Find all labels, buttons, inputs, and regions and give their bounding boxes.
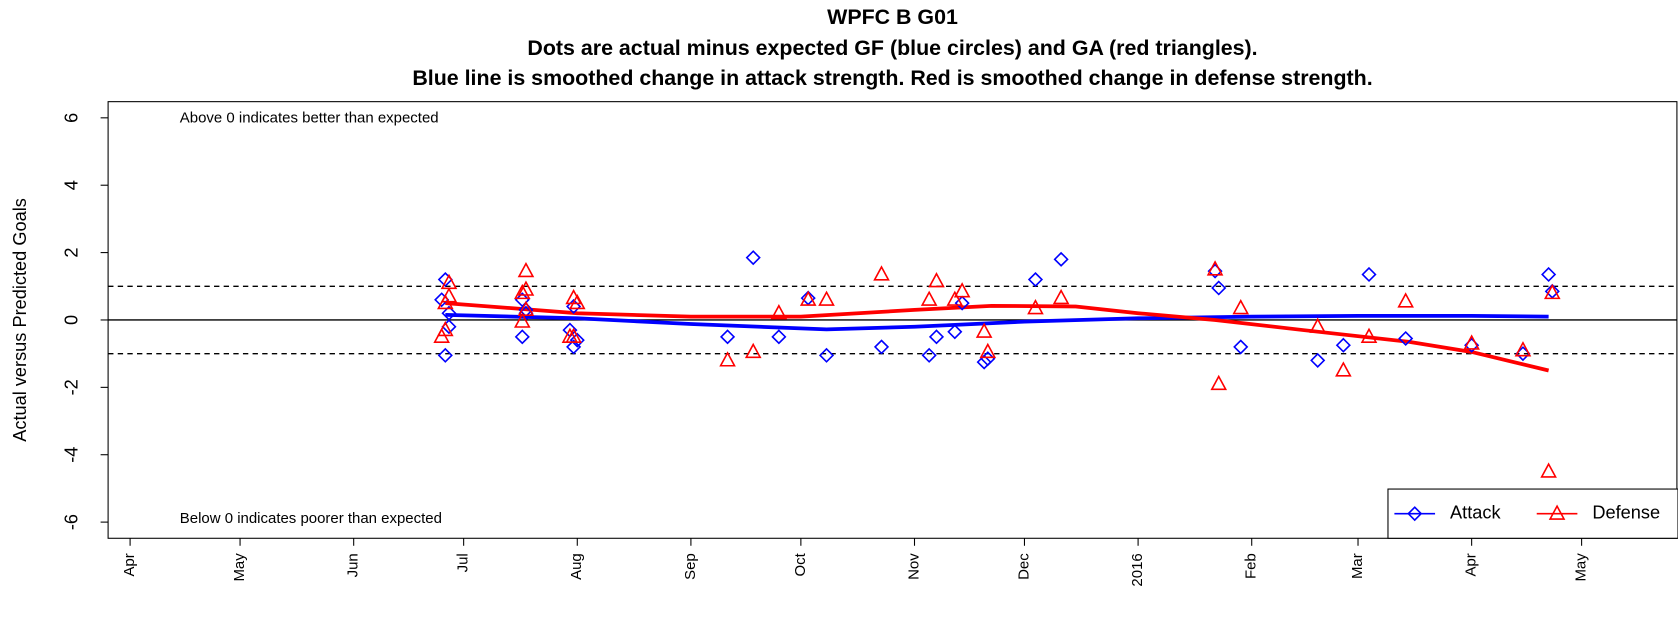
triangle-point: [719, 351, 736, 367]
y-tick-label: 0: [62, 315, 82, 325]
triangle-point: [1514, 341, 1532, 357]
triangle-point: [873, 265, 890, 281]
triangle-point: [517, 280, 535, 296]
diamond-point: [1310, 352, 1326, 368]
legend-label: Attack: [1450, 502, 1501, 522]
diamond-point: [954, 295, 970, 311]
triangle-point: [1210, 374, 1228, 391]
x-tick-label: Apr: [1463, 553, 1480, 576]
chart-subtitle: Dots are actual minus expected GF (blue …: [527, 36, 1257, 60]
x-tick-label: Oct: [792, 552, 809, 576]
triangle-point: [437, 293, 454, 310]
diamond-point: [976, 354, 992, 370]
triangle-point: [946, 290, 964, 306]
diamond-point: [566, 339, 582, 355]
diamond-point: [1541, 266, 1557, 283]
triangle-point: [799, 290, 817, 306]
diamond-point: [1233, 339, 1249, 355]
triangle-point: [1360, 327, 1378, 343]
triangle-point: [440, 273, 458, 290]
x-tick-label: Aug: [568, 553, 585, 580]
diamond-point: [947, 324, 963, 340]
triangle-point: [744, 342, 762, 359]
triangle-point: [1027, 299, 1044, 315]
diamond-point: [1398, 330, 1414, 347]
y-axis-label: Actual versus Predicted Goals: [10, 198, 30, 442]
triangle-point: [818, 290, 835, 306]
triangle-point: [517, 300, 535, 317]
y-tick-label: 2: [62, 248, 82, 258]
diamond-point: [518, 302, 534, 318]
x-tick-label: Mar: [1349, 553, 1366, 579]
diamond-point: [928, 329, 945, 345]
triangle-point: [920, 290, 938, 306]
triangle-point: [565, 327, 582, 343]
diamond-point: [1211, 280, 1227, 296]
diamond-point: [818, 347, 835, 363]
triangle-point: [928, 272, 945, 288]
legend-marker: [1548, 504, 1566, 520]
annotation: Below 0 indicates poorer than expected: [180, 510, 442, 527]
triangle-point: [953, 282, 971, 298]
diamond-point: [514, 329, 530, 345]
triangle-point: [1540, 462, 1557, 478]
triangle-point: [1052, 288, 1070, 305]
y-tick-label: -6: [62, 514, 82, 530]
y-tick-label: 4: [62, 180, 82, 190]
diamond-point: [1053, 251, 1069, 267]
x-tick-label: Nov: [905, 553, 922, 580]
y-tick-label: -4: [62, 447, 82, 463]
chart-title: WPFC B G01: [827, 5, 958, 29]
diamond-point: [921, 347, 937, 363]
y-tick-label: 6: [62, 113, 82, 123]
diamond-point: [720, 329, 736, 345]
triangle-point: [1309, 317, 1327, 333]
diamond-point: [441, 319, 457, 335]
triangle-point: [975, 322, 993, 338]
x-tick-label: May: [1573, 553, 1590, 582]
diamond-point: [437, 271, 453, 288]
triangle-point: [979, 342, 997, 359]
diamond-point: [745, 250, 761, 266]
chart-subtitle: Blue line is smoothed change in attack s…: [412, 66, 1372, 90]
diamond-point: [1027, 271, 1044, 288]
triangle-point: [513, 283, 531, 300]
legend-marker: [1407, 506, 1423, 522]
x-tick-label: Jul: [455, 553, 472, 572]
diamond-point: [873, 339, 890, 355]
triangle-point: [1397, 292, 1414, 308]
legend-label: Defense: [1592, 502, 1660, 522]
smoothed-line: [445, 313, 1549, 332]
x-tick-label: Jun: [345, 553, 362, 577]
triangle-point: [1232, 299, 1250, 315]
triangle-point: [1335, 361, 1352, 377]
triangle-point: [1206, 260, 1224, 276]
annotation: Above 0 indicates better than expected: [180, 110, 439, 127]
diamond-point: [1361, 266, 1377, 283]
smoothed-line: [445, 301, 1550, 373]
triangle-point: [513, 312, 531, 328]
triangle-point: [568, 293, 586, 310]
triangle-point: [437, 320, 454, 337]
diamond-point: [771, 329, 787, 345]
triangle-point: [1463, 334, 1480, 350]
diamond-point: [569, 332, 585, 348]
y-tick-label: -2: [62, 379, 82, 395]
diamond-point: [1335, 337, 1351, 353]
x-tick-label: Dec: [1015, 553, 1032, 580]
diamond-point: [566, 298, 582, 315]
x-tick-label: May: [231, 553, 248, 582]
triangle-point: [1543, 283, 1561, 300]
x-tick-label: Apr: [121, 553, 138, 576]
x-tick-label: Feb: [1243, 553, 1260, 579]
x-tick-label: 2016: [1129, 553, 1146, 586]
triangle-point: [517, 261, 535, 278]
triangle-point: [770, 304, 788, 320]
x-tick-label: Sep: [682, 553, 699, 580]
diamond-point: [437, 347, 453, 363]
